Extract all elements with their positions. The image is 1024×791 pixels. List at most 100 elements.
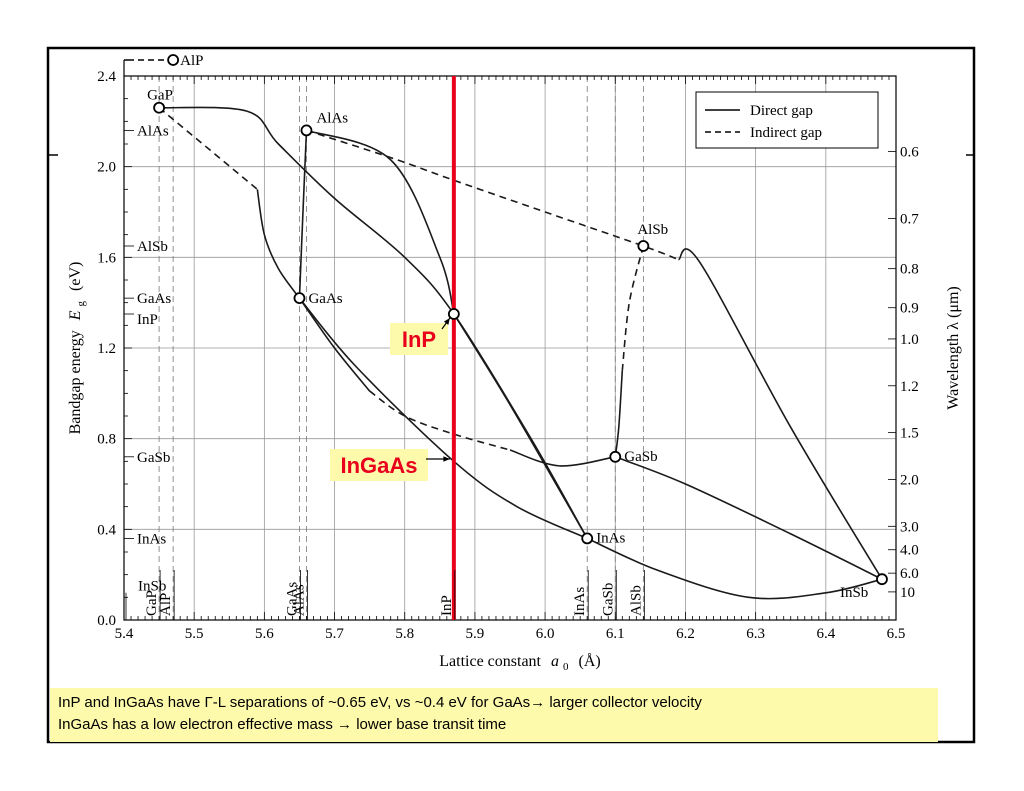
point-gasb [609, 450, 622, 463]
bottom-label-inp: InP [439, 595, 455, 616]
legend-direct-label: Direct gap [750, 103, 813, 119]
y2-tick-label: 0.6 [900, 145, 919, 161]
indirect-gap-curve [621, 245, 645, 371]
point-label-insb: InSb [840, 585, 868, 601]
y2-tick-label: 1.5 [900, 426, 919, 442]
direct-gap-curve [509, 449, 616, 467]
y2-tick-label: 0.9 [900, 301, 919, 317]
y2-tick-label: 0.7 [900, 211, 919, 227]
point-label-alas: AlAs [316, 110, 348, 126]
legend-box [695, 91, 879, 149]
slide-frame [46, 46, 976, 744]
caption-box: InP and InGaAs have Γ-L separations of ~… [50, 688, 938, 742]
point-inas [581, 532, 594, 545]
x-tick-label: 5.5 [185, 626, 204, 642]
bottom-label-alas: AlAs [291, 584, 307, 616]
y2-tick-label: 0.8 [900, 262, 919, 278]
point-label-gasb: GaSb [624, 449, 657, 465]
curves [158, 106, 883, 600]
x-tick-label: 6.3 [746, 626, 765, 642]
ticks: 5.4 5.5 5.6 5.7 5.8 5.9 6.0 6.1 6.2 6.3 6.4 6.5 0.0 0… [97, 69, 919, 642]
bottom-label-gaas: GaAs [284, 582, 300, 616]
direct-gap-curve [298, 297, 371, 392]
y2-tick-label: 6.0 [900, 566, 919, 582]
y-tick-label: 2.4 [97, 69, 116, 85]
highlight-arrowhead-inp [443, 318, 450, 325]
x-tick-label: 6.0 [536, 626, 555, 642]
y2-tick-label: 2.0 [900, 472, 919, 488]
x-tick-label: 6.4 [816, 626, 835, 642]
x-tick-label: 5.4 [115, 626, 134, 642]
y-tick-label: 0.4 [97, 522, 116, 538]
direct-gap-curve [159, 106, 588, 539]
y-tick-label: 2.0 [97, 160, 116, 176]
bottom-label-gasb: GaSb [600, 583, 616, 616]
indirect-gap-curve [369, 390, 511, 451]
left-marker-alsb: AlSb [137, 239, 168, 255]
point-gaas [293, 292, 306, 305]
highlight-arrowhead-ingaas [443, 456, 450, 462]
y2-axis-label: Wavelength λ (μm) [945, 286, 962, 409]
point-label-alp: AlP [180, 53, 203, 69]
point-inp [447, 308, 460, 320]
y2-tick-label: 1.2 [900, 379, 919, 395]
y-axis-label: Bandgap energy E g (eV) [67, 262, 88, 435]
y2-tick-label: 3.0 [900, 519, 919, 535]
x-tick-label: 6.2 [676, 626, 695, 642]
y2-tick-label: 4.0 [900, 543, 919, 559]
x-tick-label: 6.1 [606, 626, 625, 642]
left-marker-gasb: GaSb [137, 450, 170, 466]
points: GaP AlAs GaAs AlSb GaSb InAs InSb AlP [123, 53, 888, 601]
highlight: InP InGaAs [330, 76, 456, 620]
left-marker-alas: AlAs [137, 123, 169, 139]
x-tick-label: 5.9 [466, 626, 485, 642]
y-tick-label: 1.2 [97, 341, 116, 357]
direct-gap-curve [306, 129, 455, 315]
highlight-label-box-inp [390, 323, 448, 355]
legend-indirect-label: Indirect gap [750, 125, 822, 141]
bottom-label-insb: InSb [138, 579, 166, 595]
legend: Direct gap Indirect gap [695, 91, 879, 149]
point-insb [876, 573, 888, 586]
x-tick-label: 6.5 [887, 626, 906, 642]
left-marker-inp: InP [137, 312, 158, 328]
direct-gap-curve [256, 189, 301, 299]
point-label-gaas: GaAs [308, 291, 342, 307]
highlight-label-box-ingaas [330, 449, 428, 481]
y2-tick-label: 1.0 [900, 332, 919, 348]
direct-gap-curve [453, 313, 588, 539]
direct-gap-curve [614, 370, 624, 457]
highlight-label-inp: InP [402, 327, 436, 352]
caption-line-1: InP and InGaAs have Γ-L separations of ~… [58, 694, 702, 711]
bottom-label-alp: AlP [158, 593, 174, 616]
indirect-gap-curve [158, 107, 258, 190]
indirect-gap-curve [306, 129, 679, 261]
y2-tick-label: 10 [900, 585, 915, 601]
x-tick-label: 5.6 [255, 626, 274, 642]
grid [124, 76, 896, 620]
point-gap [153, 101, 165, 114]
direct-gap-curve [677, 248, 883, 580]
x-tick-label: 5.8 [395, 626, 414, 642]
bottom-label-alsb: AlSb [628, 585, 644, 616]
point-alas [300, 124, 313, 137]
y-tick-label: 0.8 [97, 432, 116, 448]
point-label-alsb: AlSb [637, 222, 668, 238]
point-alsb [637, 240, 650, 252]
left-marker-gaas: GaAs [137, 291, 171, 307]
direct-gap-curve [614, 456, 883, 580]
x-tick-label: 5.7 [325, 626, 344, 642]
bottom-label-gap: GaP [144, 590, 160, 616]
caption-line-2: InGaAs has a low electron effective mass… [58, 716, 507, 733]
highlight-label-ingaas: InGaAs [340, 453, 417, 478]
direct-gap-curve [298, 130, 308, 299]
direct-gap-curve [298, 297, 588, 540]
bottom-label-inas: InAs [572, 587, 588, 616]
point-alp [167, 54, 180, 66]
point-label-inas: InAs [596, 530, 625, 546]
point-label-gap: GaP [147, 88, 173, 104]
y-tick-label: 1.6 [97, 250, 116, 266]
y-tick-label: 0.0 [97, 613, 116, 629]
